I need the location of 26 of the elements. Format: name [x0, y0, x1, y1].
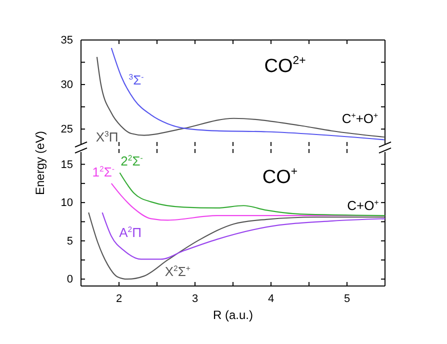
line-series	[110, 47, 385, 140]
series-label: X$^{2}$Σ$^{+}$	[164, 264, 191, 280]
y-tick-label: 25	[60, 124, 73, 136]
series-label: 1$^{2}$Σ$^{-}$	[92, 164, 115, 180]
x-tick-label: 2	[116, 292, 122, 305]
y-axis-title: Energy (eV)	[33, 130, 47, 196]
y-tick-label: 30	[60, 79, 73, 92]
x-tick-label: 3	[192, 292, 198, 305]
line-series	[102, 212, 386, 260]
line-series	[88, 212, 386, 280]
x-tick-label: 4	[268, 292, 274, 305]
x-axis-title: R (a.u.)	[212, 308, 254, 322]
x-tick-label: 5	[344, 292, 350, 305]
y-tick-label: 35	[60, 34, 73, 47]
series-label: A$^{2}$Π	[119, 224, 142, 240]
annotation: C+O$^{+}$	[347, 198, 380, 214]
y-tick-label: 0	[66, 274, 73, 286]
annotation: CO$^{+}$	[262, 166, 298, 188]
series-label: 2$^{2}$Σ$^{-}$	[120, 153, 144, 170]
series-label: X$^{3}$Π	[96, 128, 118, 145]
annotation: CO$^{2+}$	[264, 55, 306, 78]
y-tick-label: 10	[60, 197, 73, 210]
annotation: C$^{+}$+O$^{+}$	[342, 110, 379, 126]
series-label: $^{3}$Σ$^{-}$	[128, 72, 144, 88]
y-tick-label: 15	[60, 158, 73, 171]
y-tick-label: 5	[66, 235, 73, 248]
